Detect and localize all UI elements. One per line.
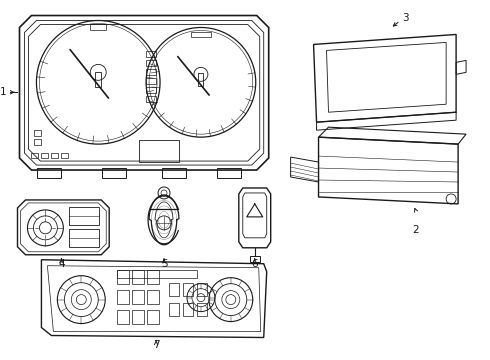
Bar (31, 153, 38, 158)
Bar (147, 270, 159, 284)
Bar (139, 140, 179, 162)
Bar (250, 256, 260, 262)
Bar (90, 24, 106, 31)
Bar (132, 310, 144, 324)
Bar (183, 303, 193, 316)
Bar (169, 303, 179, 316)
Bar (34, 139, 42, 145)
Bar (117, 270, 197, 278)
Text: 4: 4 (58, 259, 65, 269)
Bar (147, 310, 159, 324)
Bar (146, 51, 156, 57)
Bar (146, 69, 156, 75)
Bar (147, 290, 159, 303)
Text: 3: 3 (402, 13, 409, 23)
Bar (61, 153, 68, 158)
Bar (217, 168, 241, 178)
Bar (146, 87, 156, 93)
Bar (197, 283, 207, 296)
Bar (117, 270, 129, 284)
Bar (197, 303, 207, 316)
Bar (69, 207, 99, 225)
Bar (42, 153, 49, 158)
Bar (132, 290, 144, 303)
Bar (162, 168, 186, 178)
Bar (132, 270, 144, 284)
Text: 2: 2 (412, 225, 418, 235)
Bar (95, 72, 101, 87)
Bar (169, 283, 179, 296)
Text: 1: 1 (0, 87, 6, 97)
Text: 7: 7 (153, 341, 159, 351)
Bar (37, 168, 61, 178)
Bar (191, 32, 211, 37)
Bar (34, 130, 42, 136)
Bar (102, 168, 126, 178)
Bar (117, 290, 129, 303)
Bar (146, 96, 156, 102)
Bar (183, 283, 193, 296)
Bar (146, 60, 156, 66)
Text: 5: 5 (161, 259, 168, 269)
Bar (117, 310, 129, 324)
Text: 6: 6 (251, 259, 258, 269)
Bar (51, 153, 58, 158)
Bar (146, 78, 156, 84)
Bar (69, 229, 99, 247)
Bar (198, 73, 203, 86)
